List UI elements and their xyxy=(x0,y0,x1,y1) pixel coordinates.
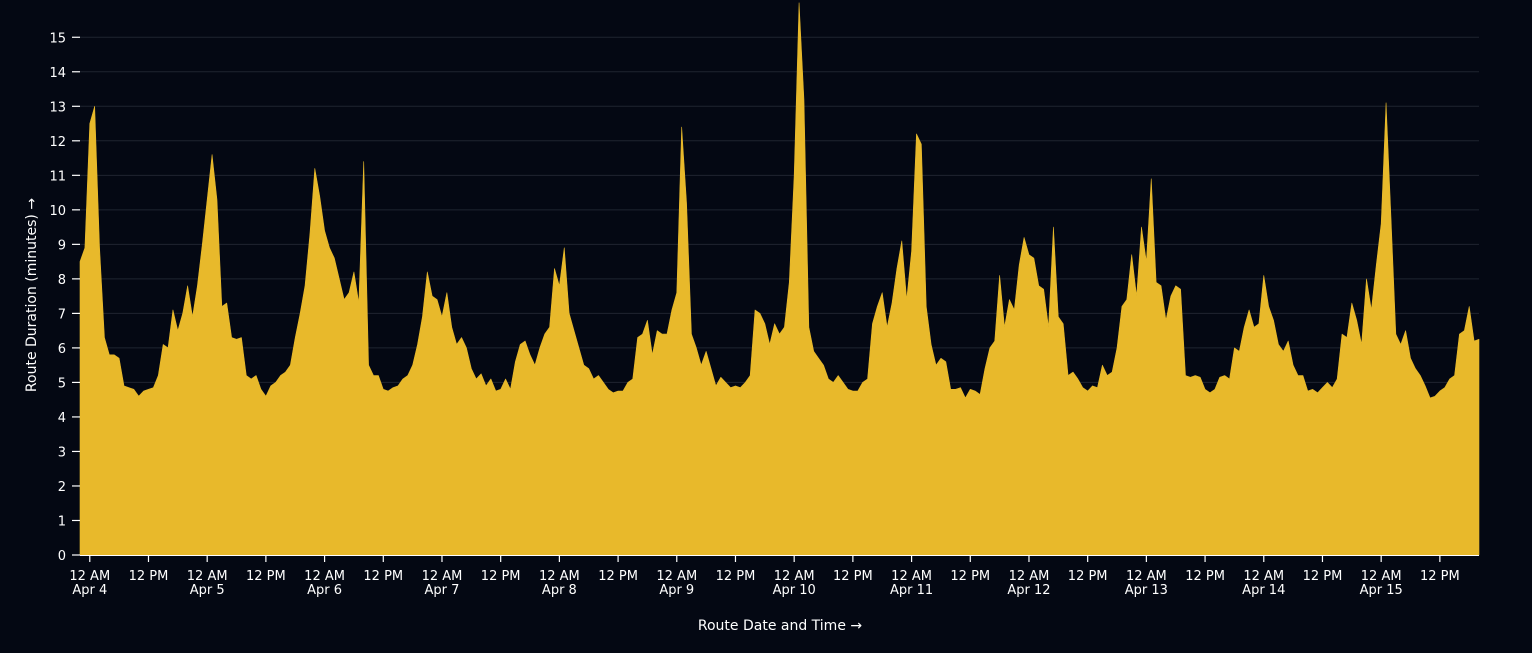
y-tick-label: 10 xyxy=(49,204,66,219)
y-tick-label: 15 xyxy=(49,31,66,46)
x-tick-label: 12 AM xyxy=(1126,569,1167,584)
x-tick-date-label: Apr 14 xyxy=(1242,583,1285,598)
plot-area xyxy=(79,2,1480,556)
y-tick-label: 7 xyxy=(58,307,66,322)
x-tick-label: 12 PM xyxy=(1420,569,1460,584)
x-tick-label: 12 PM xyxy=(716,569,756,584)
y-tick-label: 14 xyxy=(49,66,66,81)
x-tick-date-label: Apr 9 xyxy=(659,583,694,598)
y-tick-label: 12 xyxy=(49,135,66,150)
x-axis-title: Route Date and Time → xyxy=(698,618,863,634)
y-tick-label: 4 xyxy=(58,411,66,426)
x-tick-label: 12 AM xyxy=(774,569,815,584)
x-tick-label: 12 PM xyxy=(950,569,990,584)
x-tick-label: 12 AM xyxy=(304,569,345,584)
x-tick-date-label: Apr 4 xyxy=(72,583,107,598)
x-tick-date-label: Apr 12 xyxy=(1007,583,1050,598)
x-tick-date-label: Apr 8 xyxy=(542,583,577,598)
x-tick-label: 12 PM xyxy=(1068,569,1108,584)
x-tick-label: 12 AM xyxy=(69,569,110,584)
x-tick-date-label: Apr 7 xyxy=(425,583,460,598)
x-tick-label: 12 PM xyxy=(1185,569,1225,584)
x-tick-date-label: Apr 15 xyxy=(1360,583,1403,598)
y-axis-title: Route Duration (minutes) → xyxy=(24,198,40,392)
x-tick-date-label: Apr 6 xyxy=(307,583,342,598)
x-tick-date-label: Apr 5 xyxy=(190,583,225,598)
y-tick-label: 9 xyxy=(58,238,66,253)
y-tick-label: 5 xyxy=(58,376,66,391)
x-tick-date-label: Apr 11 xyxy=(890,583,933,598)
area-series xyxy=(79,2,1480,556)
x-tick-label: 12 AM xyxy=(1361,569,1402,584)
y-tick-label: 3 xyxy=(58,445,66,460)
x-tick-date-label: Apr 10 xyxy=(773,583,816,598)
y-tick-label: 11 xyxy=(49,169,66,184)
y-tick-label: 1 xyxy=(58,514,66,529)
y-tick-label: 13 xyxy=(49,100,66,115)
x-tick-label: 12 PM xyxy=(246,569,286,584)
x-tick-label: 12 AM xyxy=(422,569,463,584)
y-tick-label: 0 xyxy=(58,549,66,564)
x-tick-label: 12 AM xyxy=(891,569,932,584)
x-tick-date-label: Apr 13 xyxy=(1125,583,1168,598)
x-tick-label: 12 PM xyxy=(481,569,521,584)
y-tick-label: 6 xyxy=(58,342,66,357)
x-tick-label: 12 PM xyxy=(598,569,638,584)
x-tick-label: 12 PM xyxy=(363,569,403,584)
x-tick-label: 12 PM xyxy=(1303,569,1343,584)
x-tick-label: 12 PM xyxy=(833,569,873,584)
x-tick-label: 12 AM xyxy=(187,569,228,584)
x-tick-label: 12 AM xyxy=(1243,569,1284,584)
x-tick-label: 12 AM xyxy=(1009,569,1050,584)
y-tick-label: 8 xyxy=(58,273,66,288)
x-tick-label: 12 AM xyxy=(656,569,697,584)
x-tick-label: 12 PM xyxy=(129,569,169,584)
x-tick-label: 12 AM xyxy=(539,569,580,584)
y-tick-label: 2 xyxy=(58,480,66,495)
